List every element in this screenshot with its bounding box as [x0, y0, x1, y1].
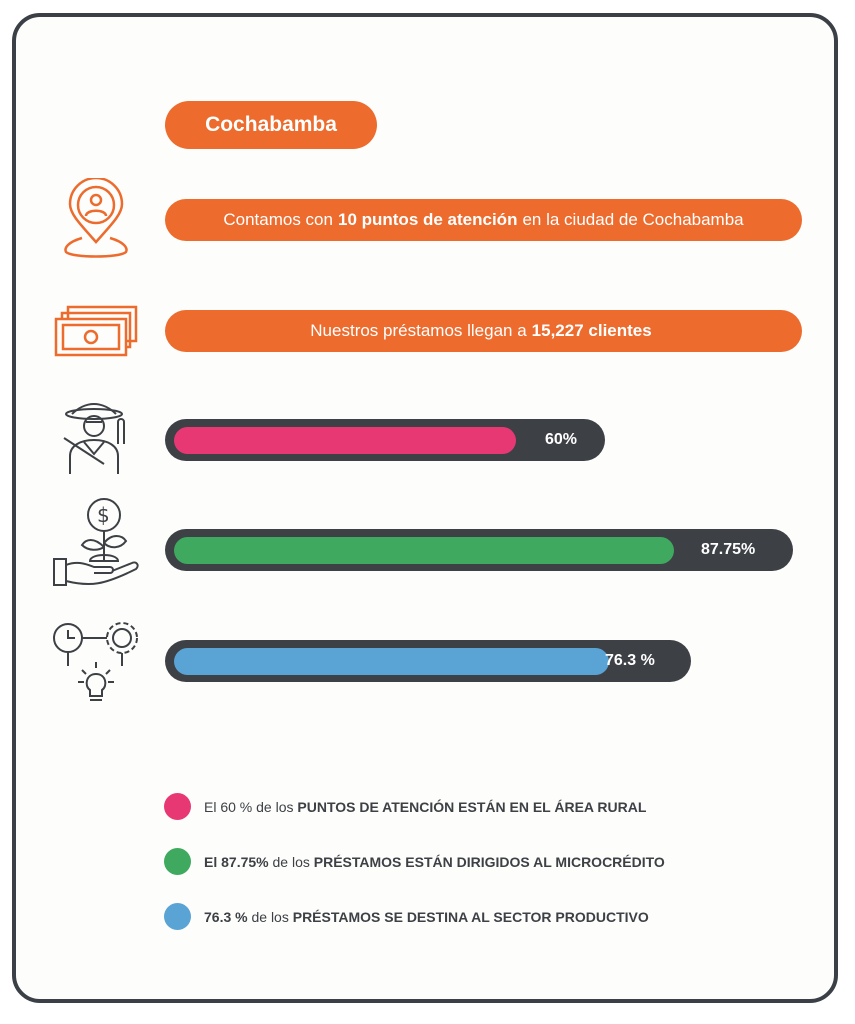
legend-text-productive: 76.3 % de los PRÉSTAMOS SE DESTINA AL SE…: [204, 909, 649, 925]
legend-productive-normal: de los: [251, 908, 289, 925]
bar-label-productive: 76.3 %: [605, 652, 655, 669]
legend-micro-normal: de los: [272, 853, 310, 870]
legend-rural-normal: El 60 % de los: [204, 798, 294, 815]
location-person-icon: [64, 178, 128, 258]
legend-item-productive: 76.3 % de los PRÉSTAMOS SE DESTINA AL SE…: [164, 903, 649, 930]
legend-micro-bold: PRÉSTAMOS ESTÁN DIRIGIDOS AL MICROCRÉDIT…: [313, 853, 665, 870]
bar-track-micro: 87.75%: [165, 529, 793, 571]
bar-fill-rural: [174, 427, 516, 454]
info-points-bold: 10 puntos de atención: [337, 210, 518, 229]
legend-productive-bold: PRÉSTAMOS SE DESTINA AL SECTOR PRODUCTIV…: [292, 908, 649, 925]
info-clients-bold: 15,227 clientes: [531, 321, 652, 340]
svg-text:$: $: [97, 503, 110, 527]
legend-item-micro: El 87.75% de los PRÉSTAMOS ESTÁN DIRIGID…: [164, 848, 665, 875]
legend-dot-blue: [164, 903, 191, 930]
info-clients: Nuestros préstamos llegan a 15,227 clien…: [165, 310, 802, 352]
legend-dot-green: [164, 848, 191, 875]
time-gear-idea-icon: [53, 622, 138, 701]
city-title: Cochabamba: [165, 101, 377, 149]
legend-rural-bold: PUNTOS DE ATENCIÓN ESTÁN EN EL ÁREA RURA…: [297, 798, 647, 815]
bar-fill-micro: [174, 537, 674, 564]
info-points-pre: Contamos con: [223, 210, 333, 229]
info-points: Contamos con 10 puntos de atención en la…: [165, 199, 802, 241]
money-plant-hand-icon: $: [53, 498, 139, 586]
money-bills-icon: [54, 305, 138, 357]
bar-label-micro: 87.75%: [701, 541, 756, 558]
legend-productive-value: 76.3 %: [204, 908, 248, 925]
legend-micro-value: El 87.75%: [204, 853, 269, 870]
legend-item-rural: El 60 % de los PUNTOS DE ATENCIÓN ESTÁN …: [164, 793, 646, 820]
infographic-card: [12, 13, 838, 1003]
legend-text-rural: El 60 % de los PUNTOS DE ATENCIÓN ESTÁN …: [204, 799, 646, 815]
bar-label-rural: 60%: [545, 431, 578, 448]
farmer-icon: [63, 402, 125, 474]
bar-track-rural: 60%: [165, 419, 605, 461]
bar-track-productive: 76.3 %: [165, 640, 691, 682]
info-clients-pre: Nuestros préstamos llegan a: [310, 321, 527, 340]
legend-text-micro: El 87.75% de los PRÉSTAMOS ESTÁN DIRIGID…: [204, 854, 665, 870]
info-points-post: en la ciudad de Cochabamba: [522, 210, 744, 229]
bar-fill-productive: [174, 648, 609, 675]
legend-dot-pink: [164, 793, 191, 820]
